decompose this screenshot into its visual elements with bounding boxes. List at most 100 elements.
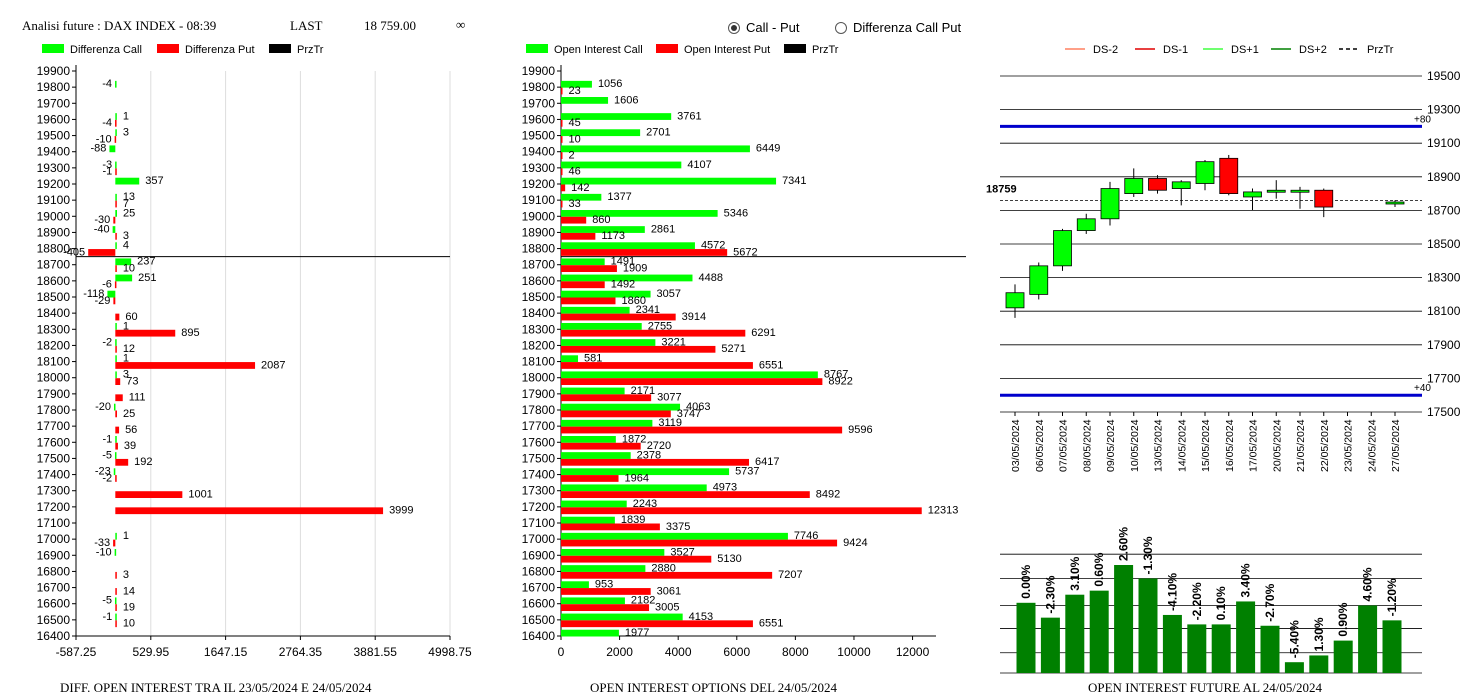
call-bar-label: 1 xyxy=(123,353,129,365)
put-bar xyxy=(561,507,922,515)
call-bar xyxy=(107,290,116,298)
call-bar-label: 2880 xyxy=(651,562,675,574)
future-bar-label: 0.00% xyxy=(1019,564,1033,598)
put-bar xyxy=(561,426,843,434)
put-bar xyxy=(561,249,728,256)
y-tick-label: 19400 xyxy=(37,145,71,159)
call-bar xyxy=(561,613,683,621)
y-tick-label: 19000 xyxy=(37,209,71,223)
call-bar xyxy=(561,581,589,589)
x-tick-label: 20/05/2024 xyxy=(1271,419,1283,472)
put-bar xyxy=(561,442,641,450)
put-bar xyxy=(115,265,117,272)
candle-body xyxy=(1314,189,1334,208)
x-tick-label: 4000 xyxy=(665,645,692,659)
put-bar-label: -33 xyxy=(94,537,110,549)
call-bar xyxy=(561,113,672,120)
call-bar xyxy=(115,129,117,137)
y-tick-label: 16400 xyxy=(37,629,71,643)
call-bar-label: 4107 xyxy=(687,159,711,171)
y-tick-label: 16600 xyxy=(37,597,71,611)
put-bar xyxy=(115,200,117,208)
call-bar xyxy=(115,355,117,363)
put-bar xyxy=(115,507,384,515)
y-tick-label: 17300 xyxy=(37,484,71,498)
future-bar xyxy=(1114,565,1134,673)
put-bar xyxy=(561,475,619,482)
put-bar-label: -4 xyxy=(102,117,112,129)
call-bar-label: -1 xyxy=(102,611,112,623)
y-tick-label: 17700 xyxy=(522,419,556,433)
y-tick-label: 18300 xyxy=(1427,271,1461,285)
last-label: LAST xyxy=(290,18,323,33)
put-bar-label: 9424 xyxy=(843,537,867,549)
call-bar xyxy=(561,387,625,395)
call-bar-label: 25 xyxy=(123,207,135,219)
y-tick-label: 17500 xyxy=(522,451,556,465)
x-tick-label: 16/05/2024 xyxy=(1224,419,1236,472)
put-bar-label: 3005 xyxy=(655,601,679,613)
call-bar xyxy=(561,145,750,153)
future-bar xyxy=(1333,640,1353,673)
put-bar xyxy=(561,216,587,224)
y-tick-label: 16400 xyxy=(522,629,556,643)
call-bar xyxy=(115,80,117,88)
future-bar xyxy=(1162,614,1182,673)
put-bar xyxy=(561,329,746,337)
put-bar xyxy=(561,136,563,143)
radio-diff-call-put[interactable]: Differenza Call Put xyxy=(835,20,961,35)
call-bar xyxy=(115,242,117,250)
call-bar-label: 13 xyxy=(123,191,135,203)
page-title: Analisi future : DAX INDEX - 08:39 xyxy=(22,18,217,33)
put-bar xyxy=(561,297,616,305)
call-bar xyxy=(109,145,116,153)
put-bar xyxy=(113,297,116,305)
candle-body xyxy=(1029,265,1049,295)
y-tick-label: 19900 xyxy=(522,64,556,78)
put-bar-label: 14 xyxy=(123,585,135,597)
y-tick-label: 17100 xyxy=(522,516,556,530)
radio-call-put-dot[interactable] xyxy=(728,21,740,34)
put-bar-label: 1001 xyxy=(188,488,212,500)
legend-swatch xyxy=(656,44,678,53)
x-tick-label: 10/05/2024 xyxy=(1129,419,1141,472)
call-bar-label: -40 xyxy=(94,223,110,235)
put-bar-label: 1492 xyxy=(611,279,635,291)
put-bar xyxy=(115,168,117,176)
radio-call-put[interactable]: Call - Put xyxy=(728,20,799,35)
y-tick-label: 18900 xyxy=(522,225,556,239)
call-bar xyxy=(561,129,641,137)
put-bar xyxy=(561,362,753,369)
put-bar-label: 56 xyxy=(125,424,137,436)
call-bar xyxy=(561,565,646,572)
radio-diff-call-put-dot[interactable] xyxy=(835,21,847,34)
y-tick-label: 18600 xyxy=(522,274,556,288)
put-bar xyxy=(113,539,116,547)
put-bar xyxy=(115,475,117,482)
put-bar-label: 1964 xyxy=(625,472,649,484)
y-tick-label: 16800 xyxy=(522,564,556,578)
y-tick-label: 18500 xyxy=(1427,237,1461,251)
call-bar xyxy=(561,339,656,346)
footer-open-interest-future: OPEN INTEREST FUTURE AL 24/05/2024 xyxy=(1088,680,1323,695)
call-bar xyxy=(561,516,615,524)
call-bar xyxy=(115,113,117,120)
y-tick-label: 17400 xyxy=(37,468,71,482)
put-bar-label: 45 xyxy=(569,117,581,129)
put-bar xyxy=(561,87,563,95)
call-bar-label: 6449 xyxy=(756,143,780,155)
call-bar-label: 2378 xyxy=(637,449,661,461)
put-bar xyxy=(561,345,716,353)
y-tick-label: 18500 xyxy=(522,290,556,304)
put-bar xyxy=(115,345,117,353)
call-bar xyxy=(561,306,630,314)
put-bar xyxy=(561,620,753,628)
open-interest-options-chart: Open Interest Call Open Interest Put PrzTr… xyxy=(522,44,966,659)
y-tick-label: 18100 xyxy=(1427,304,1461,318)
put-bar-label: 860 xyxy=(592,214,610,226)
call-bar-label: 1872 xyxy=(622,433,646,445)
legend-label: PrzTr xyxy=(297,44,324,56)
put-bar-label: 895 xyxy=(181,327,199,339)
y-tick-label: 16900 xyxy=(37,548,71,562)
y-tick-label: 16900 xyxy=(522,548,556,562)
